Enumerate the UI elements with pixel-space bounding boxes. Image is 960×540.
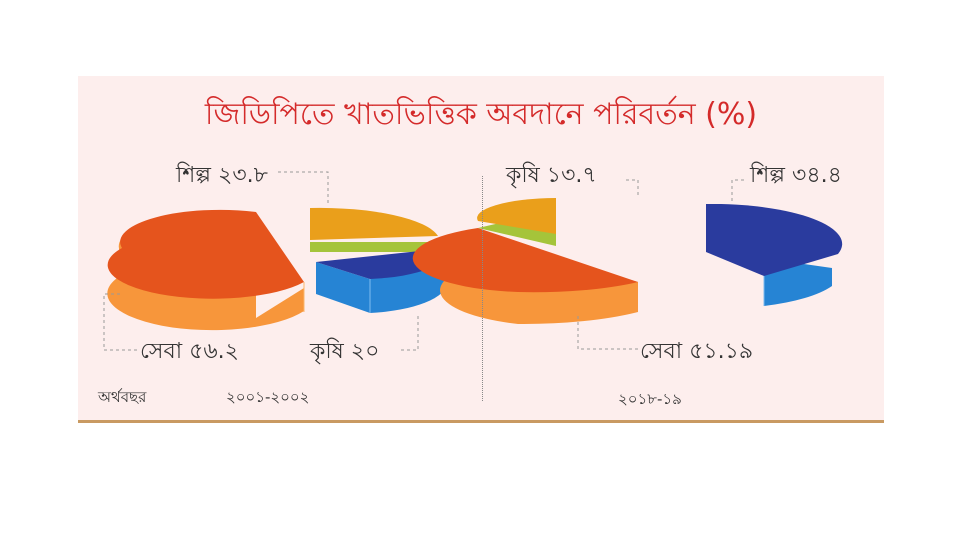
seba-top-2018 bbox=[412, 228, 638, 293]
pie-2001 bbox=[103, 171, 449, 351]
shilpo-side-2018 bbox=[706, 204, 832, 306]
shilpo-top-2001 bbox=[310, 207, 438, 240]
shilpo-top-2018 bbox=[706, 203, 843, 276]
seba-top-2001 bbox=[107, 209, 305, 299]
chart-panel: জিডিপিতে খাতভিত্তিক অবদানে পরিবর্তন (%) bbox=[78, 76, 884, 423]
label-shilpo-2018: শিল্প ৩৪.৪ bbox=[750, 163, 842, 188]
label-krishi-2018: কৃষি ১৩.৭ bbox=[506, 163, 597, 188]
pie-charts-graphic bbox=[103, 171, 843, 351]
label-fiscal-year: অর্থবছর bbox=[98, 388, 147, 406]
label-year-2018: ২০১৮-১৯ bbox=[618, 390, 682, 408]
chart-divider bbox=[482, 176, 483, 401]
label-seba-2001: সেবা ৫৬.২ bbox=[140, 339, 239, 364]
label-shilpo-2001: শিল্প ২৩.৮ bbox=[176, 163, 268, 188]
label-krishi-2001: কৃষি ২০ bbox=[310, 339, 380, 364]
label-seba-2018: সেবা ৫১.১৯ bbox=[640, 339, 754, 364]
label-year-2001: ২০০১-২০০২ bbox=[226, 388, 310, 406]
chart-title: জিডিপিতে খাতভিত্তিক অবদানে পরিবর্তন (%) bbox=[204, 97, 758, 132]
pie-2018 bbox=[412, 179, 843, 350]
krishi-top-2018 bbox=[477, 198, 556, 234]
